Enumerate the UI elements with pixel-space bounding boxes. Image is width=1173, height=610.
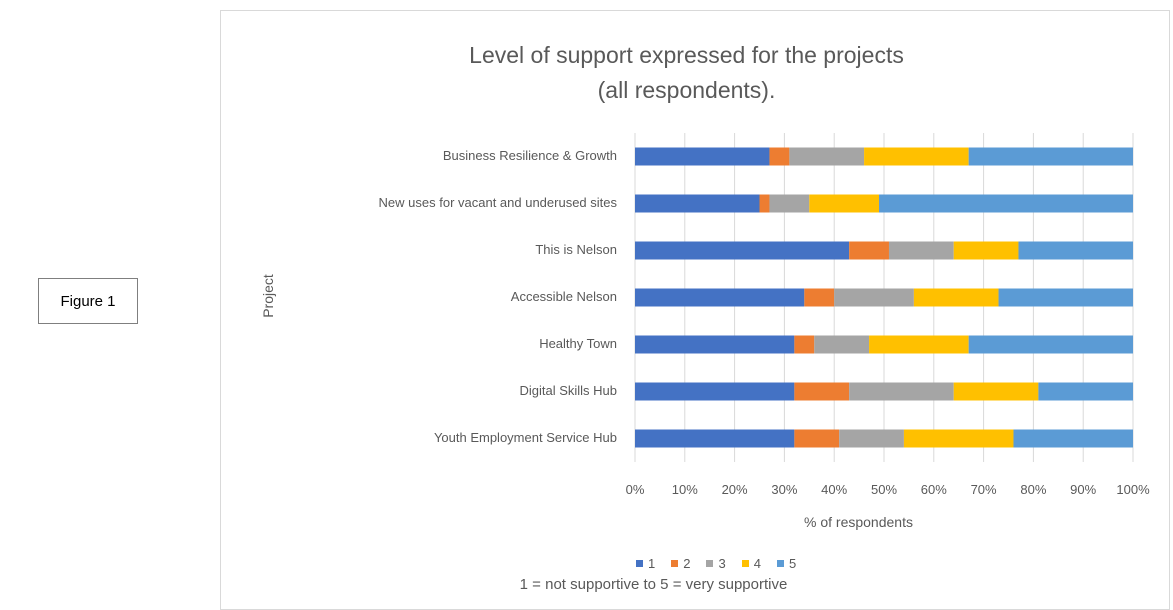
bar-segment-4 xyxy=(953,382,1039,401)
figure-label: Figure 1 xyxy=(38,278,138,324)
x-tick-label: 10% xyxy=(671,482,698,497)
bar-segment-3 xyxy=(814,335,870,354)
bar-segment-1 xyxy=(635,382,795,401)
x-tick-label: 40% xyxy=(821,482,848,497)
x-tick-label: 20% xyxy=(721,482,748,497)
bar-segment-1 xyxy=(635,288,805,307)
legend-label: 2 xyxy=(683,556,691,571)
y-axis-title: Project xyxy=(260,274,276,318)
legend-swatch xyxy=(636,560,643,567)
legend-item-2: 2 xyxy=(671,556,690,571)
legend-label: 3 xyxy=(718,556,726,571)
legend-note: 1 = not supportive to 5 = very supportiv… xyxy=(519,576,788,593)
bar-segment-5 xyxy=(1018,241,1133,260)
bar-segment-5 xyxy=(968,147,1133,166)
bar-segment-2 xyxy=(794,335,815,354)
x-tick-label: 70% xyxy=(970,482,997,497)
x-tick-label: 80% xyxy=(1020,482,1047,497)
bar-segment-2 xyxy=(794,382,850,401)
legend-label: 1 xyxy=(648,556,656,571)
category-label: Accessible Nelson xyxy=(510,288,617,304)
legend-swatch xyxy=(741,560,749,567)
bar-segment-4 xyxy=(809,194,880,213)
bar-segment-2 xyxy=(849,241,889,260)
category-label: Healthy Town xyxy=(539,335,617,351)
legend-item-5: 5 xyxy=(776,556,797,571)
bar-segment-3 xyxy=(888,241,954,260)
category-label: Youth Employment Service Hub xyxy=(433,429,617,445)
bar-segment-3 xyxy=(789,147,865,166)
legend-swatch xyxy=(776,560,784,567)
bar-segment-3 xyxy=(849,382,954,401)
bar-segment-4 xyxy=(869,335,969,354)
bar-segment-1 xyxy=(635,147,770,166)
bar-segment-3 xyxy=(834,288,914,307)
bar-segment-5 xyxy=(879,194,1133,213)
legend-label: 5 xyxy=(788,556,797,571)
x-tick-label: 90% xyxy=(1070,482,1097,497)
bar-segment-2 xyxy=(804,288,835,307)
bar-segment-4 xyxy=(864,147,969,166)
x-tick-label: 0% xyxy=(625,482,645,497)
chart-title-line1: Level of support expressed for the proje… xyxy=(469,42,904,68)
x-tick-label: 60% xyxy=(920,482,947,497)
bar-segment-2 xyxy=(759,194,770,213)
chart-title-line2: (all respondents). xyxy=(597,77,776,103)
bar-segment-3 xyxy=(839,429,904,448)
x-axis-title: % of respondents xyxy=(804,514,913,530)
bar-segment-1 xyxy=(635,429,795,448)
legend: 1 2 3 4 5 xyxy=(636,556,796,571)
bar-segment-4 xyxy=(903,429,1014,448)
legend-item-3: 3 xyxy=(706,556,726,571)
x-tick-label: 30% xyxy=(771,482,798,497)
legend-item-1: 1 xyxy=(636,556,655,571)
bar-segment-2 xyxy=(794,429,840,448)
bar-segment-5 xyxy=(1013,429,1133,448)
legend-label: 4 xyxy=(753,556,761,571)
category-label: Business Resilience & Growth xyxy=(442,147,617,163)
bar-segment-1 xyxy=(635,194,760,213)
legend-swatch xyxy=(671,560,679,567)
bar-segment-1 xyxy=(635,335,795,354)
bar-segment-4 xyxy=(913,288,999,307)
chart-frame xyxy=(220,10,1170,610)
category-label: Digital Skills Hub xyxy=(519,382,617,398)
bar-segment-5 xyxy=(968,335,1133,354)
bar-segment-5 xyxy=(998,288,1133,307)
bar-segment-2 xyxy=(769,147,790,166)
bar-segment-3 xyxy=(769,194,810,213)
legend-swatch xyxy=(706,560,714,567)
bar-segment-4 xyxy=(953,241,1019,260)
legend-item-4: 4 xyxy=(741,556,761,571)
category-label: This is Nelson xyxy=(535,241,617,257)
category-label: New uses for vacant and underused sites xyxy=(378,194,617,210)
x-tick-label: 50% xyxy=(870,482,898,497)
bar-segment-5 xyxy=(1038,382,1133,401)
bar-segment-1 xyxy=(635,241,850,260)
x-tick-label: 100% xyxy=(1116,482,1150,497)
